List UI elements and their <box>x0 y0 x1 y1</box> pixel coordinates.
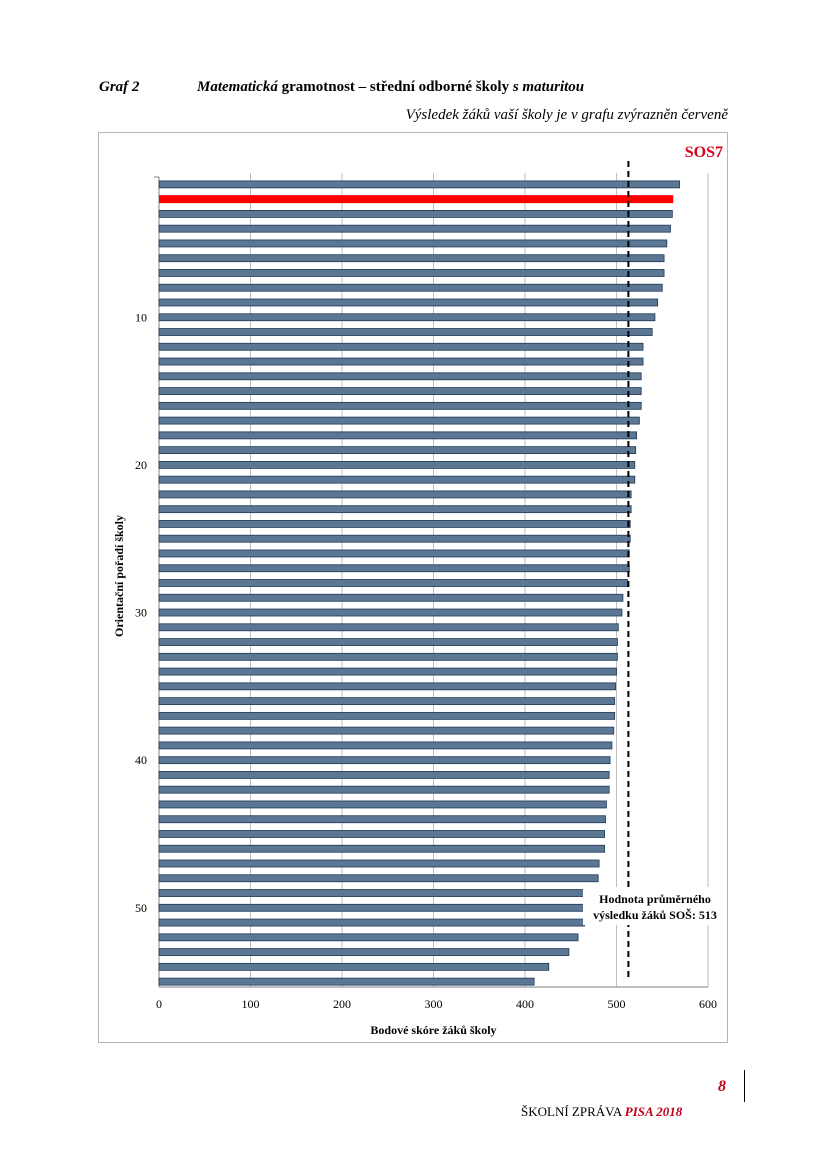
bar <box>158 372 642 381</box>
bar <box>158 357 644 366</box>
highlight-label: SOS7 <box>685 144 723 161</box>
bar <box>158 771 610 779</box>
bar <box>158 505 632 514</box>
graph-title-suffix: s maturitou <box>512 79 585 95</box>
bar <box>158 239 668 248</box>
bar <box>158 579 628 587</box>
bar <box>158 593 624 602</box>
page-number: 8 <box>718 1078 726 1095</box>
bar <box>158 180 681 189</box>
graph-title: Matematická gramotnost – střední odborné… <box>197 79 584 96</box>
footer-report-accent: PISA 2018 <box>624 1104 683 1119</box>
bar <box>158 977 535 986</box>
bar <box>158 564 630 573</box>
bar <box>158 490 632 499</box>
graph-title-subject: Matematická <box>197 79 278 95</box>
y-tick-label: 30 <box>135 606 147 620</box>
bar <box>158 283 663 292</box>
bar <box>158 534 631 543</box>
average-label-line1: Hodnota průměrného <box>599 892 711 906</box>
page-rule <box>744 1070 745 1102</box>
y-tick-label: 20 <box>135 458 147 472</box>
bar <box>158 638 618 646</box>
bar <box>158 756 611 765</box>
bar <box>158 224 671 233</box>
y-axis-title: Orientační pořadí školy <box>112 515 126 637</box>
bar <box>158 711 616 720</box>
x-tick-label: 300 <box>425 997 443 1011</box>
y-tick-label: 40 <box>135 753 147 767</box>
x-axis-title: Bodové skóre žáků školy <box>370 1023 496 1037</box>
x-tick-label: 500 <box>608 997 626 1011</box>
bar <box>158 830 606 838</box>
bar <box>158 682 616 691</box>
bar <box>158 874 599 883</box>
bar <box>158 844 606 853</box>
bar <box>158 269 665 277</box>
x-tick-label: 100 <box>242 997 260 1011</box>
bar <box>158 549 630 558</box>
graph-subtitle: Výsledek žáků vaší školy je v grafu zvýr… <box>405 107 728 123</box>
x-tick-label: 0 <box>156 997 162 1011</box>
bar <box>158 328 653 336</box>
bar <box>158 446 637 455</box>
bar <box>158 652 618 661</box>
x-tick-label: 600 <box>699 997 717 1011</box>
bar <box>158 697 616 706</box>
bar <box>158 254 665 263</box>
bar <box>158 918 585 927</box>
bar <box>158 667 617 676</box>
average-label-line2: výsledku žáků SOŠ: 513 <box>593 908 717 922</box>
x-tick-label: 200 <box>333 997 351 1011</box>
graph-number: Graf 2 <box>99 79 140 95</box>
bar <box>158 903 586 912</box>
bar <box>158 416 640 425</box>
bar <box>158 785 610 794</box>
bar <box>158 475 636 484</box>
bar <box>158 210 673 218</box>
bar <box>158 520 631 528</box>
bar <box>158 889 590 897</box>
bar <box>158 741 613 750</box>
bar <box>158 608 623 617</box>
graph-title-main: gramotnost – střední odborné školy <box>277 79 513 95</box>
footer-report-title: ŠKOLNÍ ZPRÁVA PISA 2018 <box>521 1104 682 1120</box>
bar <box>158 401 642 410</box>
bar <box>158 460 636 469</box>
chart-frame: 0 100 200 300 400 500 600 10 20 30 40 50 Hodnota prů… <box>98 132 728 1043</box>
bar <box>158 387 642 395</box>
bar <box>158 933 579 942</box>
x-tick-label: 400 <box>516 997 534 1011</box>
bar <box>158 800 607 809</box>
bar <box>158 431 638 440</box>
y-tick-label: 50 <box>135 901 147 915</box>
bar-chart: 0 100 200 300 400 500 600 10 20 30 40 50 Hodnota prů… <box>112 144 727 1037</box>
footer-report-text: ŠKOLNÍ ZPRÁVA <box>521 1104 625 1119</box>
y-tick-label: 10 <box>135 310 147 324</box>
average-label-box <box>583 887 727 925</box>
bar <box>158 859 600 868</box>
bar <box>158 948 570 956</box>
bar <box>158 726 615 735</box>
bar-highlighted <box>159 195 674 204</box>
bar <box>158 623 619 632</box>
bar <box>158 298 659 307</box>
bar <box>158 815 606 824</box>
bar <box>158 342 644 351</box>
bar <box>158 313 656 322</box>
bar <box>158 962 550 971</box>
